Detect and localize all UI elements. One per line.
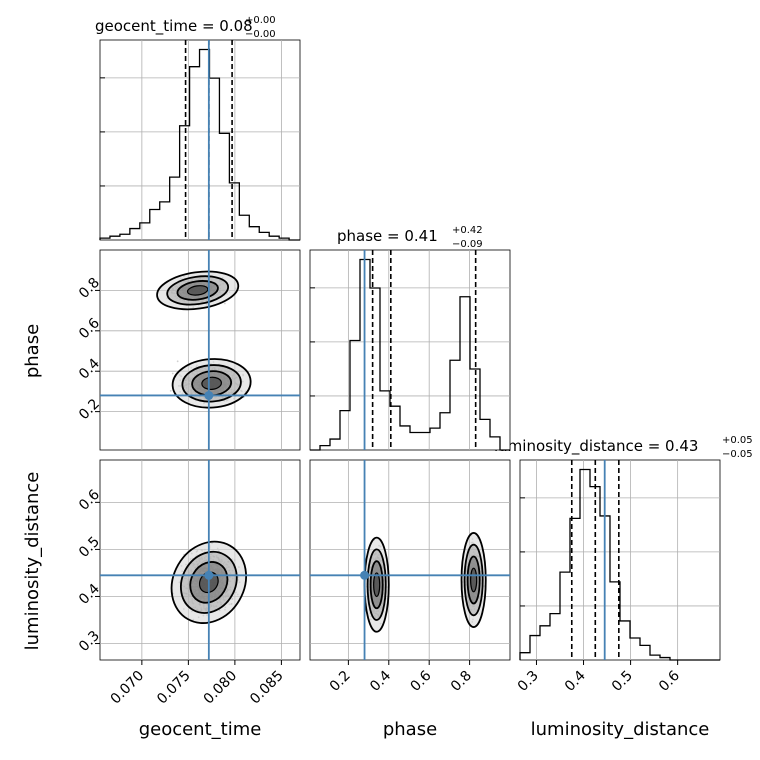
- hist-luminosity-distance-frame: [519, 459, 721, 661]
- panel-luminosity-distance-vs-phase-truth-marker: [360, 570, 370, 580]
- xlabel-phase: phase: [383, 719, 437, 740]
- hist-luminosity-distance-steps: [519, 468, 720, 661]
- title-phase-minus: −0.09: [452, 239, 483, 250]
- panel-phase-vs-geocent-time-point: [223, 302, 226, 305]
- panel-phase-vs-geocent-time-point: [169, 389, 172, 392]
- axis-luminosity-distance-y-ytick-label-2: 0.5: [76, 534, 103, 561]
- panel-luminosity-distance-vs-phase-content: [363, 532, 487, 633]
- hist-phase-steps: [310, 258, 510, 451]
- axis-phase-y-ytick-label-3: 0.8: [76, 275, 103, 302]
- panel-phase-vs-geocent-time: [99, 249, 301, 451]
- axis-phase-y-ytick-label-1: 0.4: [76, 355, 103, 382]
- xlabel-geocent-time: geocent_time: [139, 719, 262, 740]
- axis-luminosity-distance-x-xtick-label-3: 0.6: [656, 668, 683, 695]
- hist-geocent-time-steps: [99, 48, 300, 241]
- xlabel-luminosity-distance: luminosity_distance: [531, 719, 710, 740]
- title-geocent-time-plus: +0.00: [245, 15, 276, 26]
- panel-luminosity-distance-vs-phase-contour-0-3: [373, 572, 381, 598]
- panel-luminosity-distance-vs-phase: [309, 459, 511, 661]
- title-geocent-time: geocent_time = 0.08: [95, 17, 253, 36]
- hist-geocent-time: [99, 39, 301, 241]
- axis-geocent-time-x-xtick-label-1: 0.075: [154, 668, 194, 708]
- panel-phase-vs-geocent-time-point: [171, 372, 174, 375]
- title-phase-plus: +0.42: [452, 225, 483, 236]
- title-luminosity-distance: luminosity_distance = 0.43: [494, 437, 698, 456]
- panel-luminosity-distance-vs-geocent-time-truth-marker: [204, 570, 214, 580]
- hist-phase-frame: [309, 249, 511, 451]
- ylabel-luminosity-distance: luminosity_distance: [22, 472, 43, 651]
- panel-luminosity-distance-vs-geocent-time: [99, 459, 301, 661]
- axis-phase-y-ytick-label-2: 0.6: [76, 315, 103, 342]
- title-geocent-time-minus: −0.00: [245, 29, 276, 40]
- axis-phase-y-ytick-label-0: 0.2: [76, 396, 103, 423]
- axis-luminosity-distance-x-xtick-label-2: 0.5: [609, 668, 636, 695]
- panel-luminosity-distance-vs-phase-contour-1-3: [470, 567, 478, 593]
- ylabel-phase: phase: [22, 324, 43, 378]
- axis-phase-x-xtick-label-3: 0.8: [448, 668, 475, 695]
- panel-phase-vs-geocent-time-contour-1-3: [186, 285, 209, 296]
- axis-phase-x-xtick-label-0: 0.2: [327, 668, 354, 695]
- axis-phase-x-xtick-label-1: 0.4: [367, 668, 394, 695]
- axis-phase-x-xtick-label-2: 0.6: [408, 668, 435, 695]
- title-luminosity-distance-plus: +0.05: [722, 435, 753, 446]
- hist-geocent-time-frame: [99, 39, 301, 241]
- title-luminosity-distance-minus: −0.05: [722, 449, 753, 460]
- panel-phase-vs-geocent-time-contour-0-3: [201, 376, 222, 391]
- hist-luminosity-distance: [519, 459, 721, 661]
- hist-phase: [309, 249, 511, 451]
- axis-luminosity-distance-y-ytick-label-0: 0.3: [76, 628, 103, 655]
- title-phase: phase = 0.41: [337, 227, 438, 245]
- axis-luminosity-distance-x-xtick-label-0: 0.3: [515, 668, 542, 695]
- axis-luminosity-distance-x-xtick-label-1: 0.4: [562, 668, 589, 695]
- axis-geocent-time-x-xtick-label-0: 0.070: [108, 668, 148, 708]
- panel-phase-vs-geocent-time-truth-marker: [204, 390, 214, 400]
- axis-luminosity-distance-y-ytick-label-1: 0.4: [76, 581, 103, 608]
- panel-phase-vs-geocent-time-point: [176, 360, 179, 363]
- axis-luminosity-distance-y-ytick-label-3: 0.6: [76, 487, 103, 514]
- axis-geocent-time-x-xtick-label-3: 0.085: [247, 668, 287, 708]
- axis-geocent-time-x-xtick-label-2: 0.080: [201, 668, 241, 708]
